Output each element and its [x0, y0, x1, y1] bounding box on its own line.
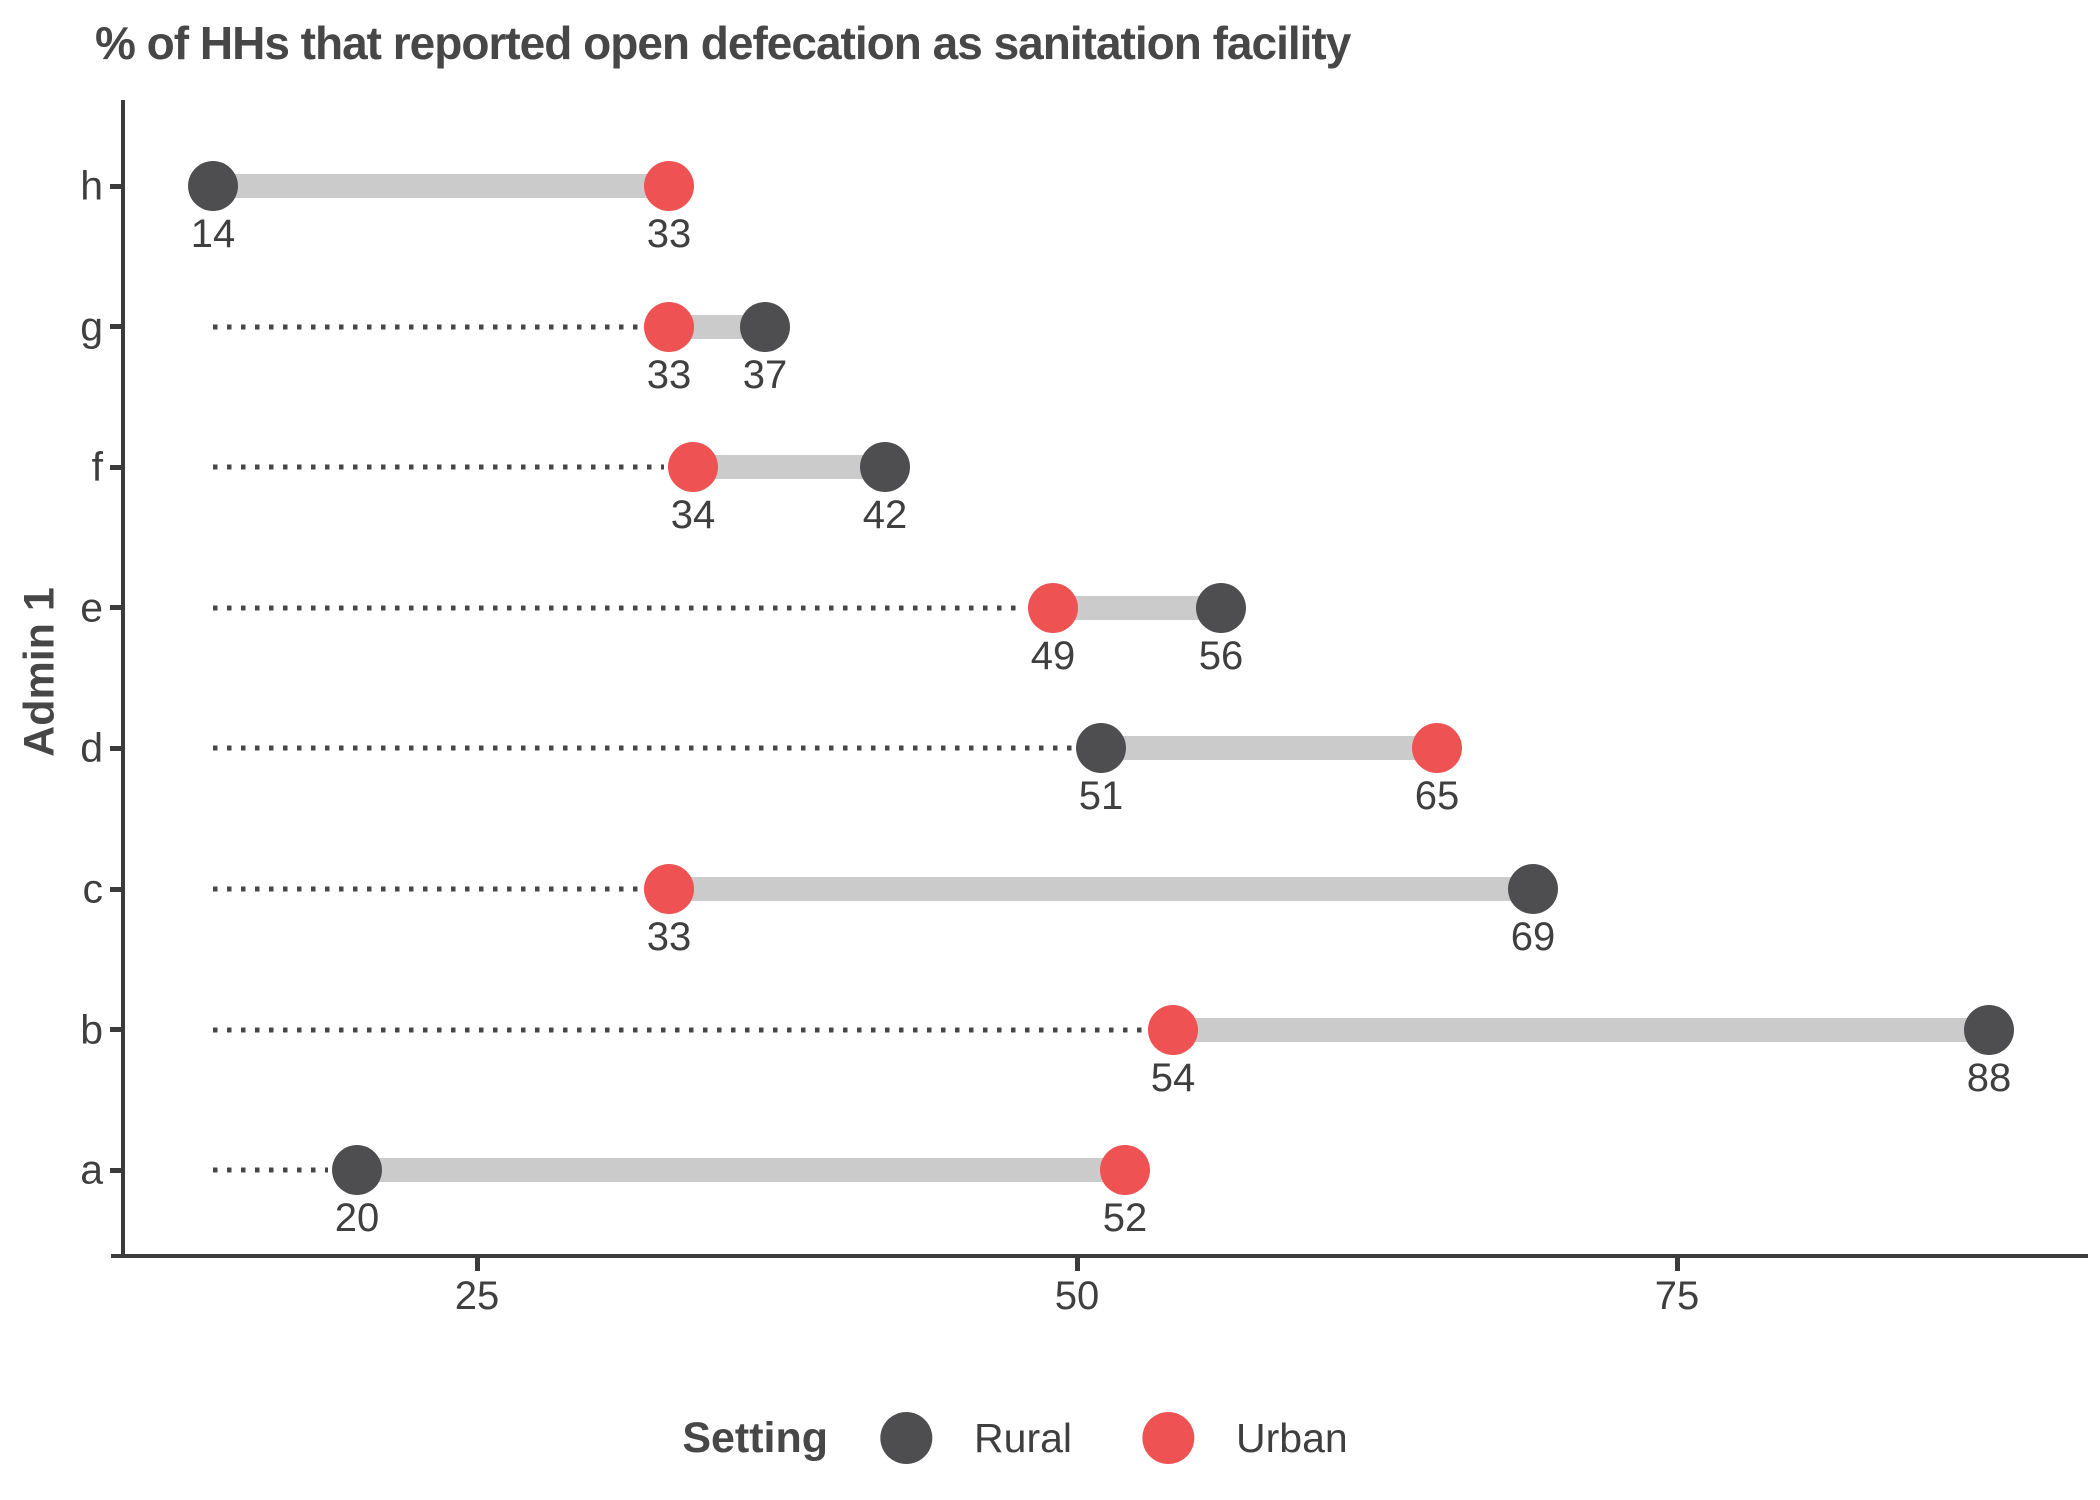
urban-value-h: 33	[646, 212, 692, 256]
legend-label-urban: Urban	[1236, 1414, 1348, 1461]
leader-line	[213, 745, 1072, 751]
urban-value-e: 49	[1030, 633, 1076, 678]
rural-dot-g	[740, 301, 790, 352]
urban-value-a: 52	[1102, 1196, 1148, 1241]
urban-value-f: 34	[670, 493, 716, 538]
category-label-h: h	[80, 162, 103, 209]
x-axis-tick	[1674, 1258, 1680, 1271]
leader-line	[213, 1167, 328, 1173]
rural-dot-h	[188, 161, 238, 211]
connector-line	[357, 1158, 1125, 1183]
y-axis-tick	[110, 745, 123, 751]
connector-line	[693, 455, 885, 480]
x-axis-tick	[1074, 1258, 1080, 1271]
y-axis-tick	[110, 605, 123, 611]
urban-dot-h	[644, 161, 694, 211]
legend: Setting Rural Urban	[682, 1412, 1417, 1464]
urban-dot-c	[644, 864, 694, 914]
category-label-e: e	[80, 584, 103, 631]
rural-value-d: 51	[1078, 774, 1124, 819]
connector-line	[1173, 1017, 1989, 1042]
y-axis-tick	[110, 1027, 123, 1033]
connector-line	[1101, 736, 1437, 761]
urban-dot-a	[1100, 1145, 1150, 1196]
category-label-a: a	[80, 1146, 103, 1193]
x-tick-label-75: 75	[1654, 1274, 1700, 1318]
x-axis-line	[111, 1254, 2088, 1258]
category-label-b: b	[80, 1006, 103, 1053]
rural-value-g: 37	[742, 352, 788, 397]
legend-title: Setting	[682, 1413, 829, 1462]
leader-line	[213, 324, 640, 330]
urban-value-b: 54	[1150, 1055, 1196, 1100]
legend-swatch-urban	[1142, 1412, 1195, 1464]
leader-line	[213, 1027, 1144, 1033]
chart-title: % of HHs that reported open defecation a…	[95, 17, 1351, 69]
rural-value-c: 69	[1510, 915, 1556, 959]
y-axis-tick	[110, 324, 123, 330]
category-label-c: c	[82, 865, 104, 912]
rural-dot-d	[1076, 723, 1126, 774]
y-axis-tick	[110, 464, 123, 470]
rural-value-b: 88	[1966, 1055, 2012, 1100]
legend-label-rural: Rural	[974, 1414, 1073, 1461]
rural-dot-a	[332, 1145, 382, 1196]
rural-dot-f	[860, 442, 910, 493]
connector-line	[1053, 595, 1221, 620]
urban-dot-d	[1412, 723, 1462, 774]
rural-dot-c	[1508, 864, 1558, 914]
y-axis-title: Admin 1	[15, 587, 64, 757]
rural-dot-e	[1196, 582, 1246, 633]
urban-dot-f	[668, 442, 718, 493]
rural-value-h: 14	[190, 212, 236, 256]
rural-value-f: 42	[862, 493, 908, 538]
category-label-d: d	[80, 724, 103, 771]
connector-line	[213, 174, 669, 198]
rural-value-a: 20	[334, 1196, 380, 1241]
leader-line	[213, 886, 640, 892]
rural-value-e: 56	[1198, 633, 1244, 678]
urban-dot-b	[1148, 1004, 1198, 1055]
legend-swatch-rural	[880, 1412, 933, 1464]
urban-value-d: 65	[1414, 774, 1460, 819]
urban-dot-e	[1028, 582, 1078, 633]
y-axis-line	[121, 100, 125, 1258]
urban-value-g: 33	[646, 352, 692, 397]
y-axis-tick	[110, 886, 123, 892]
category-label-g: g	[80, 303, 103, 350]
y-axis-tick	[110, 183, 123, 189]
rural-dot-b	[1964, 1004, 2014, 1055]
leader-line	[213, 605, 1024, 611]
connector-line	[669, 877, 1533, 901]
category-label-f: f	[91, 443, 103, 490]
x-tick-label-25: 25	[454, 1274, 500, 1318]
legend-entries: Rural Urban	[880, 1412, 1418, 1464]
leader-line	[213, 464, 664, 470]
urban-dot-g	[644, 301, 694, 352]
x-tick-label-50: 50	[1054, 1274, 1100, 1318]
y-axis-tick	[110, 1167, 123, 1173]
urban-value-c: 33	[646, 915, 692, 959]
x-axis-tick	[474, 1258, 480, 1271]
